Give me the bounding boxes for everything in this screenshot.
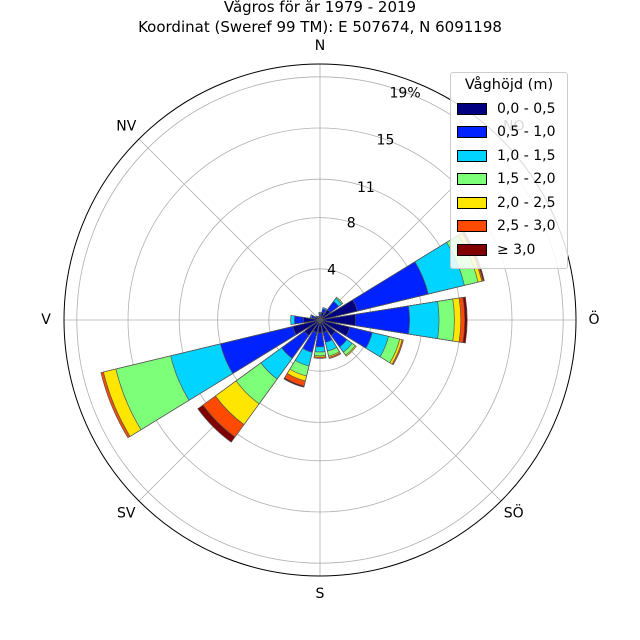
radial-tick-label-2: 11 <box>357 180 375 196</box>
legend-item-3: 1,5 - 2,0 <box>457 168 561 192</box>
legend-swatch-4 <box>457 196 487 209</box>
direction-label-7: NV <box>116 118 136 134</box>
rose-bar-s7-b0 <box>319 319 328 333</box>
rose-bars <box>100 231 485 443</box>
radial-tick-label-1: 8 <box>347 215 356 231</box>
legend-label-2: 1,0 - 1,5 <box>497 147 556 164</box>
rose-bar-s15-b0 <box>318 317 321 321</box>
rose-bar-s3-b0 <box>319 299 358 321</box>
polar-frame <box>63 63 577 577</box>
chart-subtitle: Koordinat (Sweref 99 TM): E 507674, N 60… <box>138 18 502 36</box>
legend-item-2: 1,0 - 1,5 <box>457 144 561 168</box>
legend: Våghöjd (m) 0,0 - 0,5 0,5 - 1,0 1,0 - 1,5 1… <box>450 72 568 269</box>
rose-bar-s8-b1 <box>315 319 325 348</box>
legend-swatch-5 <box>457 220 487 233</box>
rose-bar-s12-b0 <box>303 316 321 324</box>
rose-bar-s2-b0 <box>319 309 331 321</box>
legend-item-6: ≥ 3,0 <box>457 238 561 262</box>
legend-item-0: 0,0 - 0,5 <box>457 97 561 121</box>
rose-bar-s6-b0 <box>319 319 337 337</box>
legend-label-5: 2,5 - 3,0 <box>497 218 556 235</box>
legend-swatch-2 <box>457 149 487 162</box>
rose-bar-s10-b0 <box>303 319 321 337</box>
rose-bar-s4-b0 <box>319 313 357 327</box>
legend-label-4: 2,0 - 2,5 <box>497 194 556 211</box>
legend-label-3: 1,5 - 2,0 <box>497 171 556 188</box>
legend-items: 0,0 - 0,5 0,5 - 1,0 1,0 - 1,5 1,5 - 2,0 2,0 … <box>457 97 561 262</box>
rose-bar-s9-b0 <box>312 319 321 333</box>
legend-label-0: 0,0 - 0,5 <box>497 100 556 117</box>
rose-bar-s8-b0 <box>317 319 323 334</box>
direction-label-3: SÖ <box>504 504 524 522</box>
direction-label-5: SV <box>117 506 136 522</box>
legend-label-6: ≥ 3,0 <box>497 241 536 258</box>
legend-item-5: 2,5 - 3,0 <box>457 215 561 239</box>
legend-swatch-1 <box>457 126 487 139</box>
radial-tick-label-0: 4 <box>327 263 336 279</box>
legend-swatch-0 <box>457 102 487 115</box>
rose-bar-s11-b0 <box>292 319 321 336</box>
chart-title: Vågros för år 1979 - 2019 <box>223 0 417 16</box>
rose-bar-s5-b0 <box>319 319 351 337</box>
rose-bar-s4-b1 <box>319 305 410 335</box>
legend-item-4: 2,0 - 2,5 <box>457 191 561 215</box>
outer-circle <box>63 63 577 577</box>
legend-swatch-3 <box>457 173 487 186</box>
legend-swatch-6 <box>457 243 487 256</box>
direction-label-6: V <box>41 312 51 328</box>
legend-label-1: 0,5 - 1,0 <box>497 124 556 141</box>
direction-label-4: S <box>316 586 325 602</box>
direction-label-0: N <box>315 38 325 54</box>
direction-label-2: Ö <box>588 310 599 328</box>
legend-item-1: 0,5 - 1,0 <box>457 121 561 145</box>
legend-title: Våghöjd (m) <box>464 77 554 93</box>
radial-tick-label-4: 19% <box>390 85 421 101</box>
radial-tick-label-3: 15 <box>377 133 395 149</box>
angular-gridline-7 <box>138 138 321 321</box>
